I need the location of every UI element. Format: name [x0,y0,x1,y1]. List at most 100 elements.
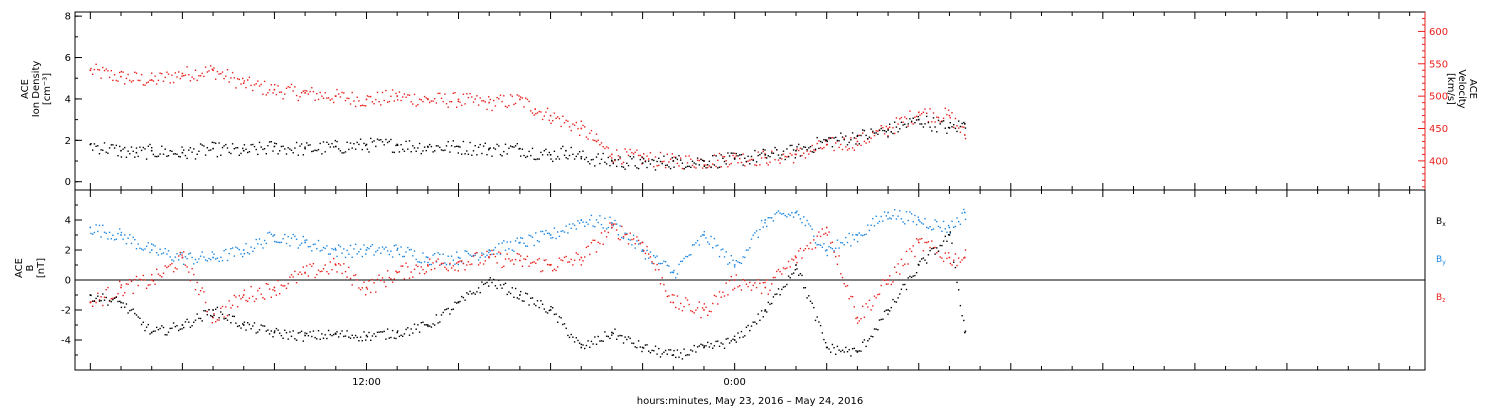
data-point [520,290,522,293]
data-point [225,143,227,146]
data-point [878,129,881,132]
data-point [644,160,647,162]
data-point [964,249,967,251]
data-point [92,233,94,235]
data-point [701,159,704,162]
data-point [130,309,133,311]
data-point [117,232,119,235]
data-point [231,304,234,306]
data-point [363,281,365,283]
data-point [220,154,222,156]
data-point [312,150,315,152]
data-point [516,237,518,239]
data-point [823,338,825,341]
data-point [193,78,195,80]
data-point [798,149,800,152]
data-point [378,247,380,249]
data-point [164,148,166,150]
data-point-anchor [120,286,122,289]
data-point-anchor [549,264,552,266]
data-point [698,159,700,162]
data-point [856,240,859,243]
data-point [833,250,835,252]
data-point [835,247,837,249]
data-point [715,245,717,247]
data-point [250,144,252,146]
data-point [683,305,685,308]
data-point [855,350,857,352]
data-point [830,247,832,249]
data-point [599,340,601,342]
data-point [853,149,855,151]
data-point [412,332,414,334]
data-point [277,329,279,331]
data-point [927,241,930,243]
data-point [491,155,493,157]
data-point [722,157,724,159]
data-point [119,71,121,74]
data-point [257,243,259,245]
data-point [166,334,168,336]
data-point [511,259,513,261]
data-point [814,242,817,244]
data-point [316,338,318,340]
data-point [442,149,444,152]
data-point-anchor [825,346,828,349]
data-point [774,146,776,149]
data-point [410,101,412,103]
data-point [450,255,453,257]
data-point [206,260,208,262]
data-point [188,253,190,255]
data-point [723,156,726,158]
data-point [282,145,284,147]
data-point [179,77,181,80]
data-point [450,101,453,103]
data-point [393,245,395,247]
data-point [707,241,709,243]
data-point [139,247,141,249]
data-point [359,289,362,291]
data-point-anchor [918,241,920,244]
data-point [208,70,210,72]
data-point [449,100,451,103]
data-point [376,249,379,252]
data-point [151,72,153,74]
data-point [183,149,185,151]
data-point [885,283,887,285]
data-point [496,253,498,255]
data-point [575,228,577,230]
data-point [93,68,96,71]
data-point [211,68,213,70]
data-point-anchor [611,153,613,156]
data-point [464,299,466,301]
data-point [548,151,550,154]
data-point [634,151,636,153]
data-point-anchor [672,301,675,304]
data-point [798,250,800,252]
data-point [233,148,235,150]
data-point [725,338,727,340]
data-point [914,255,916,258]
data-point [627,243,630,245]
data-point [794,157,796,159]
data-point [646,166,648,169]
data-point [720,166,722,168]
data-point [107,238,109,240]
data-point [108,299,111,302]
data-point [902,124,904,126]
data-point [412,255,414,257]
data-point [464,269,466,271]
data-point [550,122,552,124]
data-point [535,113,537,115]
data-point [134,71,136,73]
data-point [418,142,421,145]
data-point [873,295,876,297]
data-point [306,90,308,92]
data-point [417,261,419,263]
data-point [782,153,785,155]
data-point [760,292,763,295]
data-point [646,245,648,248]
data-point [489,147,491,149]
series-line0 [89,115,967,171]
data-point [592,343,594,345]
